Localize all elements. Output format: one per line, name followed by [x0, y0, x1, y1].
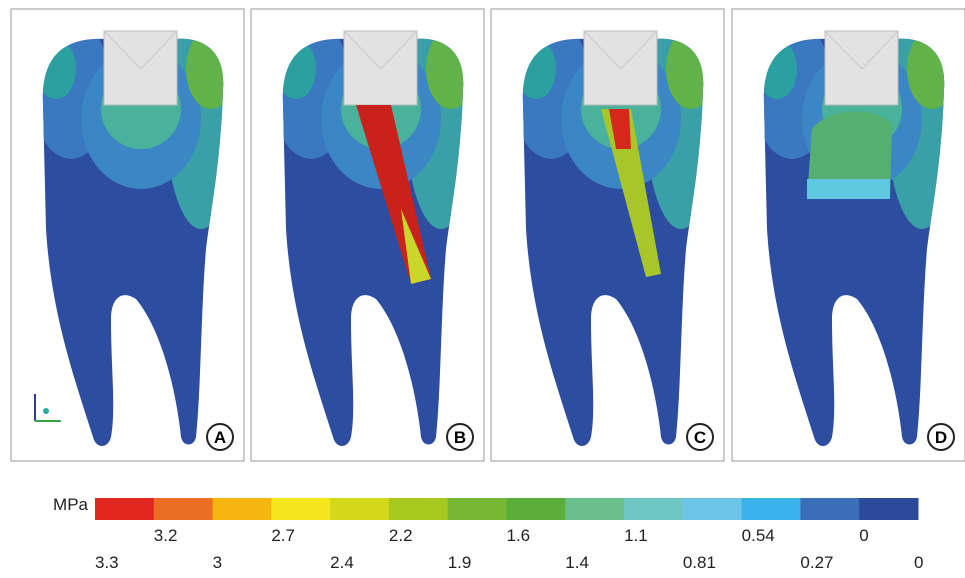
colorbar-tick-label: 0 [859, 526, 868, 545]
colorbar-swatch [330, 498, 389, 520]
panel: B [251, 9, 484, 461]
colorbar-swatch [624, 498, 683, 520]
panel: A [11, 9, 244, 461]
colorbar-swatch [213, 498, 272, 520]
colorbar-swatch [507, 498, 566, 520]
colorbar: 3.3 3.2 3 2.7 2.4 2.2 1.9 1.6 1.4 1.1 0.81 0.54 0.27… [95, 498, 923, 572]
colorbar-swatch [742, 498, 801, 520]
colorbar-tick-label: 3.2 [154, 526, 178, 545]
colorbar-tick-label: 3 [213, 553, 222, 572]
colorbar-swatch [683, 498, 742, 520]
colorbar-tick-label: 1.1 [624, 526, 648, 545]
panel-label: B [454, 428, 466, 447]
colorbar-tick-label: 0 [914, 553, 923, 572]
colorbar-tick-label: 1.9 [448, 553, 472, 572]
panel: C [491, 9, 724, 461]
panel: D [732, 9, 965, 461]
colorbar-tick-label: 3.3 [95, 553, 119, 572]
panel-label: A [214, 428, 226, 447]
colorbar-swatch [800, 498, 859, 520]
colorbar-tick-label: 2.4 [330, 553, 354, 572]
colorbar-tick-label: 2.2 [389, 526, 413, 545]
colorbar-tick-label: 0.54 [742, 526, 775, 545]
colorbar-tick-label: 0.81 [683, 553, 716, 572]
colorbar-swatch [271, 498, 330, 520]
panel-label: D [935, 428, 947, 447]
panel-label: C [694, 428, 706, 447]
colorbar-swatch [859, 498, 918, 520]
figure: A B C D MPa 3.3 3.2 3 2.7 2.4 2.2 1.9 1.6 1.4 1.1… [0, 0, 965, 573]
colorbar-swatch [389, 498, 448, 520]
colorbar-tick-label: 2.7 [271, 526, 295, 545]
colorbar-swatch [565, 498, 624, 520]
colorbar-tick-label: 1.4 [565, 553, 589, 572]
colorbar-tick-label: 1.6 [507, 526, 531, 545]
colorbar-swatch [95, 498, 154, 520]
colorbar-swatch [154, 498, 213, 520]
colorbar-swatch [448, 498, 507, 520]
colorbar-tick-label: 0.27 [800, 553, 833, 572]
colorbar-unit: MPa [53, 495, 89, 514]
